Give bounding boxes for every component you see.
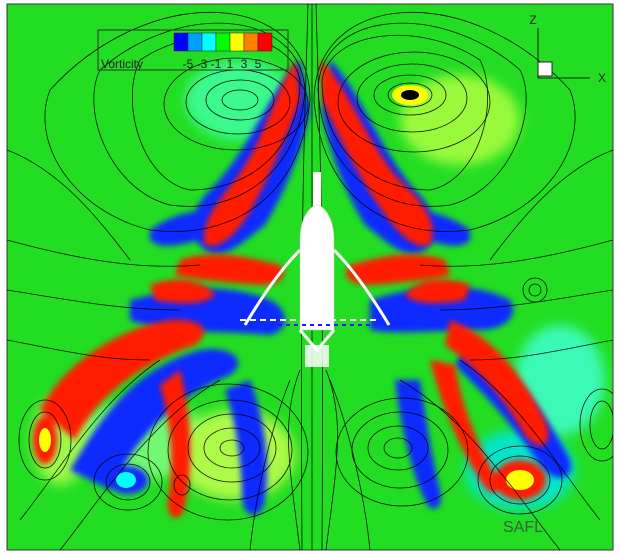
legend-color-bar [173,32,273,52]
axis-triad: Z X [529,13,606,85]
legend-swatch [243,32,259,52]
safl-watermark: SAFL [503,519,543,536]
legend-swatch [215,32,231,52]
vorticity-legend: Vorticity -5 -3 -1 1 3 5 [97,29,289,71]
legend-swatch [173,32,189,52]
legend-swatch [187,32,203,52]
legend-tick-label: 1 [227,57,234,71]
legend-swatch [257,32,273,52]
structure-model [240,172,391,367]
legend-tick-label: -5 [183,57,194,71]
legend-tick-label: -3 [197,57,208,71]
vorticity-contours [32,60,605,518]
legend-tick-labels: -5 -3 -1 1 3 5 [183,57,262,71]
legend-tick-label: 5 [255,57,262,71]
legend-swatch [229,32,245,52]
legend-title: Vorticity [101,57,143,71]
legend-box [97,29,289,71]
axis-label-z: Z [529,13,536,27]
legend-tick-label: -1 [211,57,222,71]
axis-label-x: X [598,71,606,85]
legend-swatch [201,32,217,52]
legend-tick-label: 3 [241,57,248,71]
